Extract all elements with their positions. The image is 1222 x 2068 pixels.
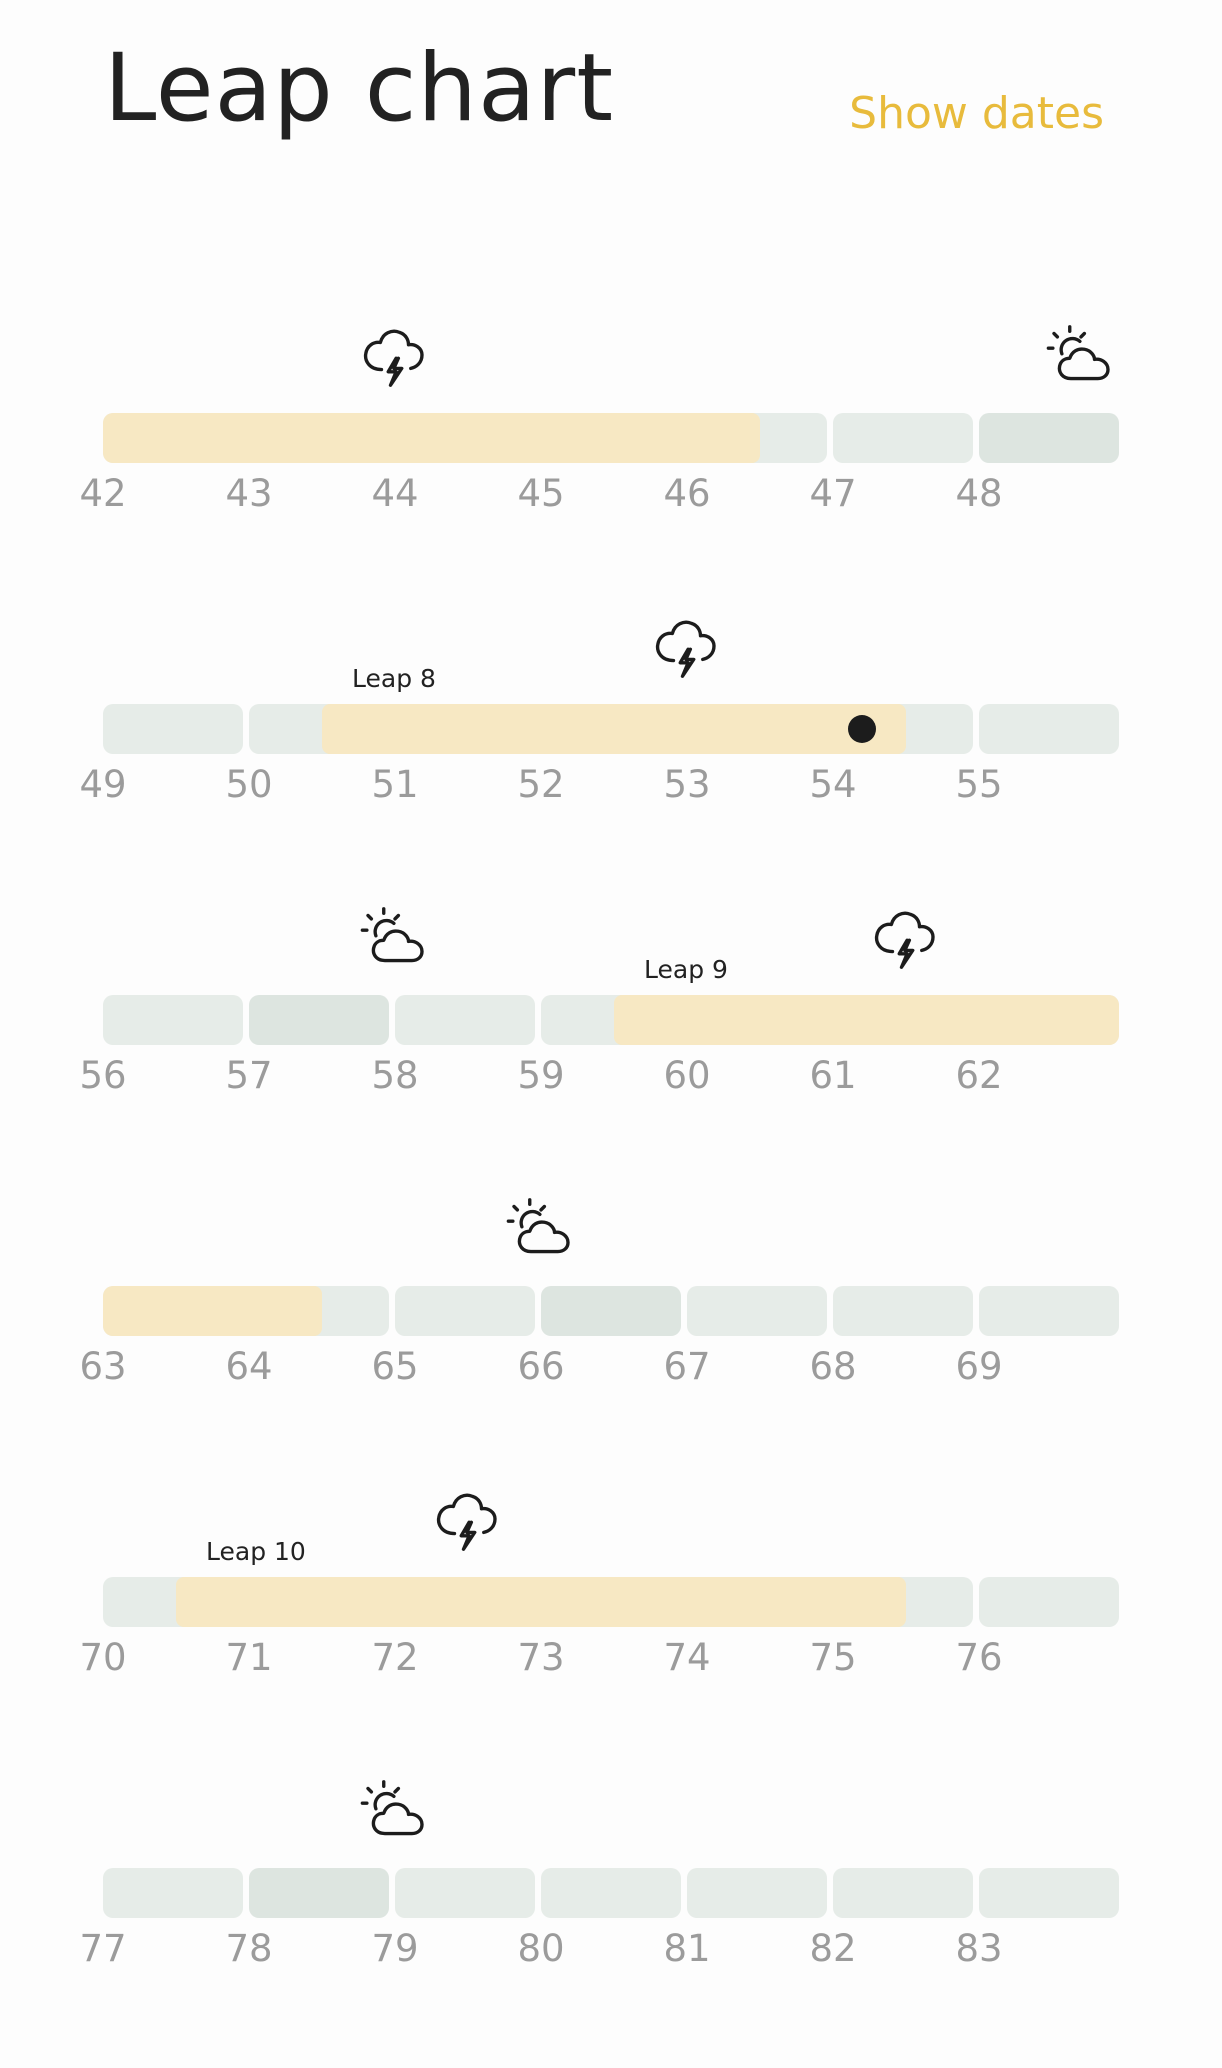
leap-bar [176, 1577, 906, 1627]
week-number: 81 [663, 1927, 711, 1970]
week-number: 42 [79, 472, 127, 515]
week-cell[interactable] [979, 413, 1119, 463]
week-number: 57 [225, 1054, 273, 1097]
week-number: 80 [517, 1927, 565, 1970]
week-number: 70 [79, 1636, 127, 1679]
storm-icon[interactable] [359, 320, 431, 392]
week-row: 77 78 79 80 81 82 83 [0, 1780, 1222, 2068]
week-number: 52 [517, 763, 565, 806]
header: Leap chart Show dates [0, 0, 1222, 160]
storm-icon[interactable] [870, 902, 942, 974]
week-number: 64 [225, 1345, 273, 1388]
week-cell[interactable] [979, 1286, 1119, 1336]
week-row: 42 43 44 45 46 47 48 [0, 325, 1222, 613]
week-number: 67 [663, 1345, 711, 1388]
week-row: Leap 10 70 71 72 73 74 75 76 [0, 1493, 1222, 1777]
week-number: 58 [371, 1054, 419, 1097]
week-cell[interactable] [249, 995, 389, 1045]
week-number: 73 [517, 1636, 565, 1679]
page-title: Leap chart [104, 34, 615, 143]
week-number: 63 [79, 1345, 127, 1388]
week-number: 78 [225, 1927, 273, 1970]
week-cell[interactable] [103, 704, 243, 754]
sunny-cloud-icon[interactable] [359, 902, 431, 974]
week-number: 60 [663, 1054, 711, 1097]
week-number: 83 [955, 1927, 1003, 1970]
week-row: Leap 9 56 57 58 59 60 61 62 [0, 907, 1222, 1195]
week-cell[interactable] [103, 995, 243, 1045]
week-number: 48 [955, 472, 1003, 515]
week-number: 82 [809, 1927, 857, 1970]
week-number: 51 [371, 763, 419, 806]
week-cell[interactable] [833, 1868, 973, 1918]
week-cell[interactable] [541, 1868, 681, 1918]
sunny-cloud-icon[interactable] [1045, 320, 1117, 392]
leap-label: Leap 8 [352, 664, 436, 693]
leap-bar [103, 413, 760, 463]
week-number: 59 [517, 1054, 565, 1097]
week-cell[interactable] [541, 1286, 681, 1336]
week-number: 75 [809, 1636, 857, 1679]
week-cell[interactable] [395, 1286, 535, 1336]
week-number: 49 [79, 763, 127, 806]
week-number: 69 [955, 1345, 1003, 1388]
week-number: 71 [225, 1636, 273, 1679]
leap-bar [614, 995, 1119, 1045]
week-row: Leap 8 49 50 51 52 53 54 55 [0, 620, 1222, 904]
leap-bar [103, 1286, 322, 1336]
week-cell[interactable] [979, 1577, 1119, 1627]
week-number: 76 [955, 1636, 1003, 1679]
sunny-cloud-icon[interactable] [359, 1775, 431, 1847]
week-cell[interactable] [395, 1868, 535, 1918]
week-number: 45 [517, 472, 565, 515]
week-number: 43 [225, 472, 273, 515]
week-number: 61 [809, 1054, 857, 1097]
week-cell[interactable] [979, 1868, 1119, 1918]
week-number: 66 [517, 1345, 565, 1388]
week-cell[interactable] [979, 704, 1119, 754]
week-cell[interactable] [249, 1868, 389, 1918]
storm-icon[interactable] [651, 611, 723, 683]
week-row: 63 64 65 66 67 68 69 [0, 1198, 1222, 1486]
week-number: 55 [955, 763, 1003, 806]
week-cell[interactable] [687, 1868, 827, 1918]
week-number: 47 [809, 472, 857, 515]
week-number: 77 [79, 1927, 127, 1970]
week-cell[interactable] [687, 1286, 827, 1336]
leap-label: Leap 9 [644, 955, 728, 984]
week-cell[interactable] [833, 413, 973, 463]
week-cell[interactable] [103, 1868, 243, 1918]
week-number: 74 [663, 1636, 711, 1679]
week-number: 44 [371, 472, 419, 515]
leap-bar [322, 704, 906, 754]
week-cell[interactable] [395, 995, 535, 1045]
storm-icon[interactable] [432, 1484, 504, 1556]
week-number: 72 [371, 1636, 419, 1679]
week-number: 79 [371, 1927, 419, 1970]
current-week-marker [848, 715, 877, 743]
week-number: 53 [663, 763, 711, 806]
week-number: 65 [371, 1345, 419, 1388]
week-number: 68 [809, 1345, 857, 1388]
week-number: 50 [225, 763, 273, 806]
week-number: 62 [955, 1054, 1003, 1097]
show-dates-button[interactable]: Show dates [849, 88, 1104, 139]
week-number: 56 [79, 1054, 127, 1097]
sunny-cloud-icon[interactable] [505, 1193, 577, 1265]
week-number: 46 [663, 472, 711, 515]
week-number: 54 [809, 763, 857, 806]
week-cell[interactable] [833, 1286, 973, 1336]
leap-label: Leap 10 [206, 1537, 306, 1566]
